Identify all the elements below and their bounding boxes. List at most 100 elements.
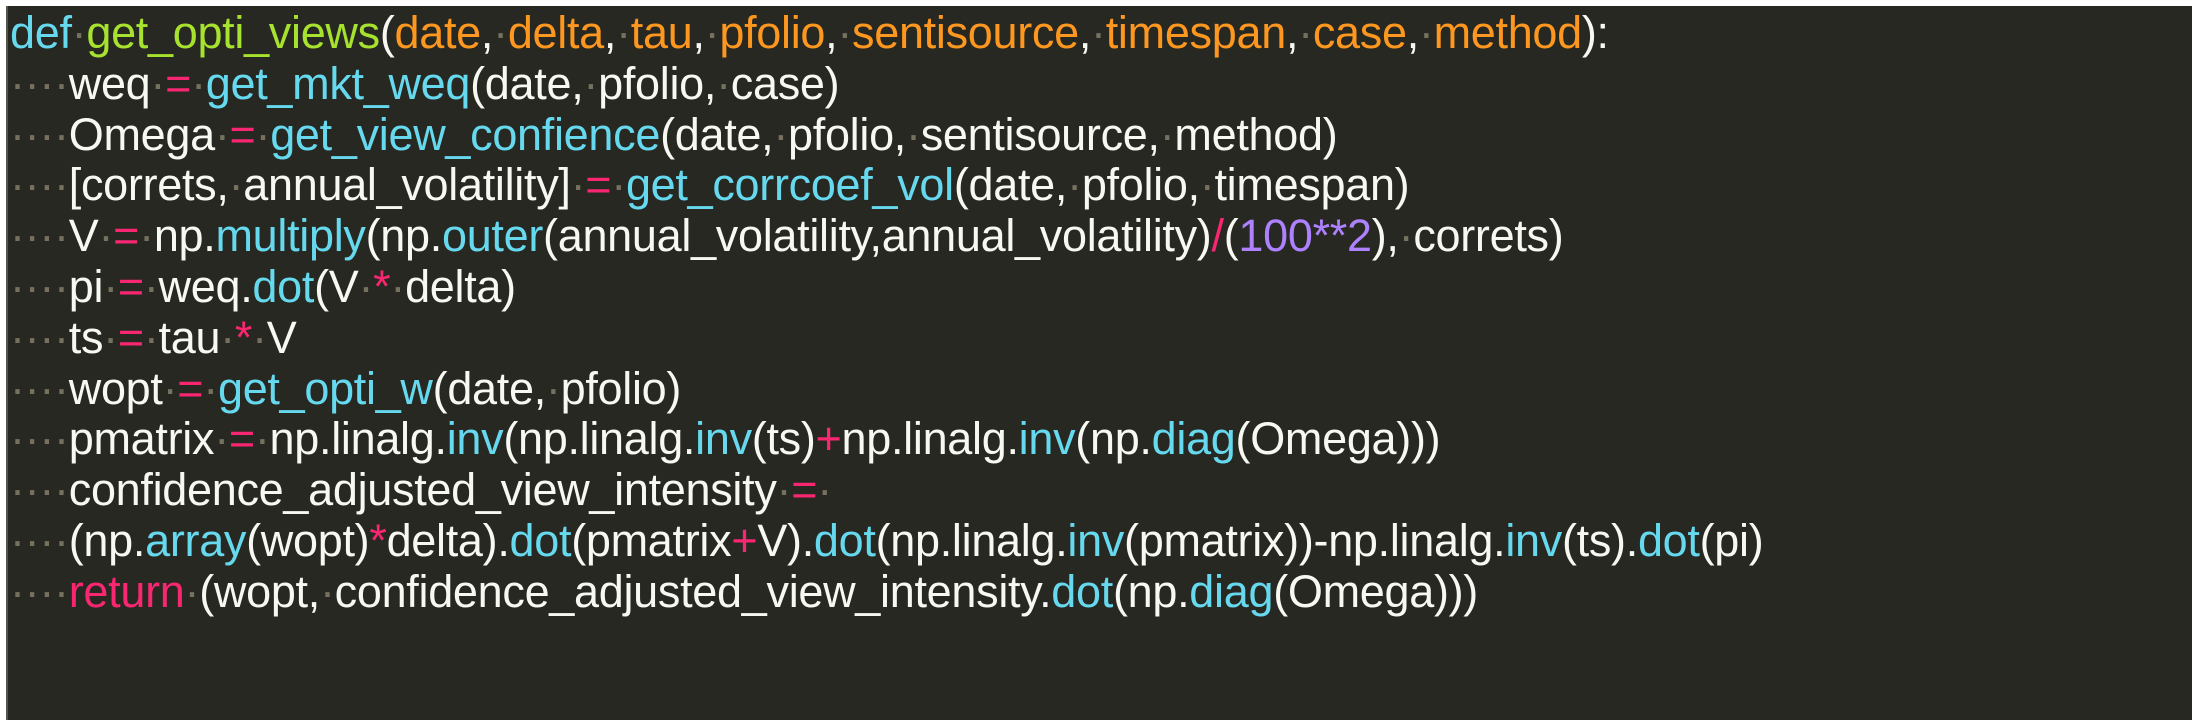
code-token: np. (153, 210, 216, 262)
whitespace-marker: · (716, 57, 731, 109)
code-line[interactable]: ····(np.array(wopt)*delta).dot(pmatrix+V… (8, 514, 2192, 567)
whitespace-marker: · (611, 159, 626, 211)
code-token: weq. (158, 260, 253, 312)
code-token: (np. (1075, 413, 1152, 465)
whitespace-marker: · (390, 260, 406, 312)
code-token: dot (252, 260, 315, 312)
code-token: inv (695, 413, 752, 465)
code-token: inv (446, 413, 504, 465)
code-token: return (68, 565, 185, 617)
whitespace-marker: ···· (10, 514, 69, 566)
code-token: [correts, (68, 159, 229, 211)
code-token: pfolio, (598, 57, 717, 109)
whitespace-marker: ···· (10, 210, 69, 262)
code-editor[interactable]: def·get_opti_views(date,·delta,·tau,·pfo… (6, 6, 2192, 720)
code-line[interactable]: ····ts·=·tau·*·V (8, 311, 2192, 364)
code-token: (pi) (1699, 514, 1764, 566)
code-token: pfolio (719, 7, 826, 58)
code-token: dot (1637, 514, 1700, 566)
code-token: diag (1189, 565, 1274, 617)
whitespace-marker: · (143, 260, 159, 312)
code-token: , (480, 7, 494, 58)
code-token: (np. (1112, 565, 1190, 617)
code-token: , (1406, 7, 1420, 58)
code-line[interactable]: ····Omega·=·get_view_confience(date,·pfo… (8, 108, 2192, 161)
code-token: diag (1151, 413, 1236, 465)
code-token: 100**2 (1238, 210, 1372, 262)
code-token: tau (158, 311, 221, 363)
code-line[interactable]: def·get_opti_views(date,·delta,·tau,·pfo… (8, 7, 2192, 59)
whitespace-marker: · (319, 565, 335, 617)
code-token: date (394, 7, 482, 58)
code-token: (np. (365, 210, 443, 262)
whitespace-marker: ···· (10, 159, 69, 211)
code-token: = (165, 57, 192, 109)
whitespace-marker: · (162, 362, 178, 414)
code-token: + (815, 413, 842, 465)
code-token: inv (1067, 514, 1125, 566)
whitespace-marker: · (616, 7, 631, 58)
code-token: * (234, 311, 253, 363)
code-line[interactable]: ····confidence_adjusted_view_intensity·=… (8, 464, 2192, 516)
code-token: sentisource (852, 7, 1079, 58)
whitespace-marker: · (906, 108, 921, 160)
code-token: get_corrcoef_vol (625, 159, 954, 211)
code-token: (pmatrix))-np.linalg. (1124, 514, 1506, 566)
code-token: inv (1505, 514, 1562, 566)
code-token: get_mkt_weq (205, 57, 471, 109)
whitespace-marker: · (358, 260, 374, 312)
whitespace-marker: · (228, 159, 244, 211)
code-token: (pmatrix (571, 514, 732, 566)
code-line[interactable]: ····pmatrix·=·np.linalg.inv(np.linalg.in… (8, 413, 2192, 465)
code-token: wopt (68, 362, 163, 414)
whitespace-marker: · (704, 7, 720, 58)
code-token: dot (813, 514, 876, 566)
code-token: , (825, 7, 838, 58)
whitespace-marker: · (493, 7, 508, 58)
whitespace-marker: · (817, 464, 832, 516)
code-token: dot (509, 514, 572, 566)
code-token: delta) (405, 260, 516, 312)
whitespace-marker: · (1091, 7, 1106, 58)
code-token: weq (68, 57, 151, 109)
whitespace-marker: ···· (10, 108, 69, 160)
code-line[interactable]: ····pi·=·weq.dot(V·*·delta) (8, 260, 2192, 313)
whitespace-marker: · (837, 7, 853, 58)
code-token: (date, (470, 57, 584, 109)
whitespace-marker: ···· (10, 565, 69, 617)
whitespace-marker: · (1159, 108, 1175, 160)
code-token: (V (314, 260, 359, 312)
code-token: = (113, 210, 140, 262)
whitespace-marker: · (570, 159, 586, 211)
whitespace-marker: · (1298, 7, 1313, 58)
code-token: (ts). (1561, 514, 1638, 566)
whitespace-marker: · (214, 413, 229, 465)
code-token: get_view_confience (270, 108, 661, 160)
whitespace-marker: · (252, 311, 267, 363)
code-line[interactable]: ····[correts,·annual_volatility]·=·get_c… (8, 159, 2192, 211)
code-line[interactable]: ····return·(wopt,·confidence_adjusted_vi… (8, 565, 2192, 618)
code-token: (np.linalg. (875, 514, 1068, 566)
code-line[interactable]: ····weq·=·get_mkt_weq(date,·pfolio,·case… (8, 57, 2192, 110)
code-line[interactable]: ····V·=·np.multiply(np.outer(annual_vola… (8, 210, 2192, 262)
code-token: , (1078, 7, 1092, 58)
code-token: multiply (215, 210, 366, 262)
code-token: = (117, 311, 144, 363)
code-token: confidence_adjusted_view_intensity (68, 464, 777, 516)
code-token: (Omega))) (1235, 413, 1441, 465)
code-token: outer (441, 210, 544, 262)
whitespace-marker: ···· (10, 311, 69, 363)
code-token: = (117, 260, 144, 312)
whitespace-marker: · (773, 108, 789, 160)
code-token: (Omega))) (1273, 565, 1478, 617)
code-token: tau (630, 7, 693, 58)
code-token: correts) (1413, 210, 1564, 262)
code-token: * (369, 514, 387, 566)
code-line[interactable]: ····wopt·=·get_opti_w(date,·pfolio) (8, 362, 2192, 415)
whitespace-marker: · (776, 464, 792, 516)
code-token: pfolio) (560, 362, 682, 414)
code-token: get_opti_w (217, 362, 433, 414)
code-token: , (692, 7, 705, 58)
code-token: get_opti_views (86, 7, 380, 58)
code-token: sentisource, (920, 108, 1160, 160)
